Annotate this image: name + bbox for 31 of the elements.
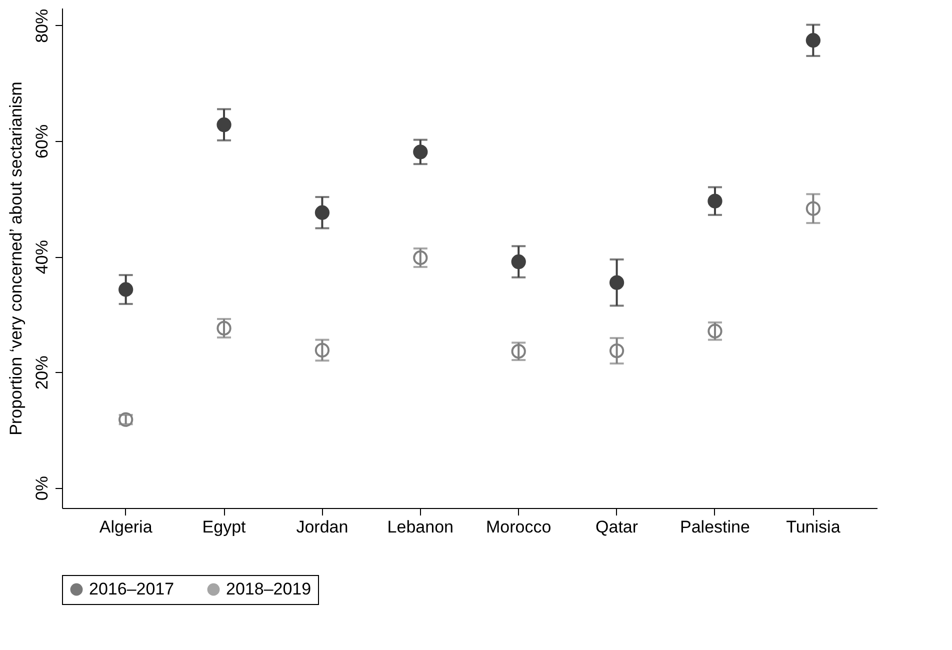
y-tick-label: 40%	[32, 240, 52, 274]
point	[413, 144, 428, 160]
y-tick-label: 0%	[32, 476, 52, 501]
point	[511, 254, 526, 270]
point	[708, 324, 722, 338]
x-tick-label: Palestine	[680, 518, 750, 536]
point	[216, 320, 232, 336]
legend-label: 2018–2019	[226, 580, 312, 599]
y-axis-title: Proportion ‘very concerned’ about sectarianism	[6, 82, 26, 436]
x-tick-label: Qatar	[596, 518, 638, 536]
x-tick-label: Egypt	[202, 518, 246, 536]
point	[708, 194, 722, 208]
point	[511, 344, 526, 359]
y-tick-label: 20%	[32, 356, 52, 390]
point	[314, 342, 330, 358]
legend-label: 2016–2017	[89, 580, 174, 599]
point	[314, 205, 330, 220]
x-tick-label: Jordan	[296, 518, 348, 536]
x-tick-label: Morocco	[486, 518, 552, 536]
point	[413, 250, 428, 266]
x-tick-label: Algeria	[99, 518, 153, 536]
point	[806, 201, 820, 216]
y-tick-label: 60%	[32, 124, 52, 158]
x-tick-label: Lebanon	[387, 518, 454, 536]
point	[216, 117, 232, 132]
point	[609, 275, 624, 290]
point	[609, 343, 624, 358]
point	[118, 282, 134, 297]
y-tick-label: 80%	[32, 8, 52, 43]
point	[806, 33, 820, 48]
x-tick-label: Tunisia	[786, 518, 841, 536]
